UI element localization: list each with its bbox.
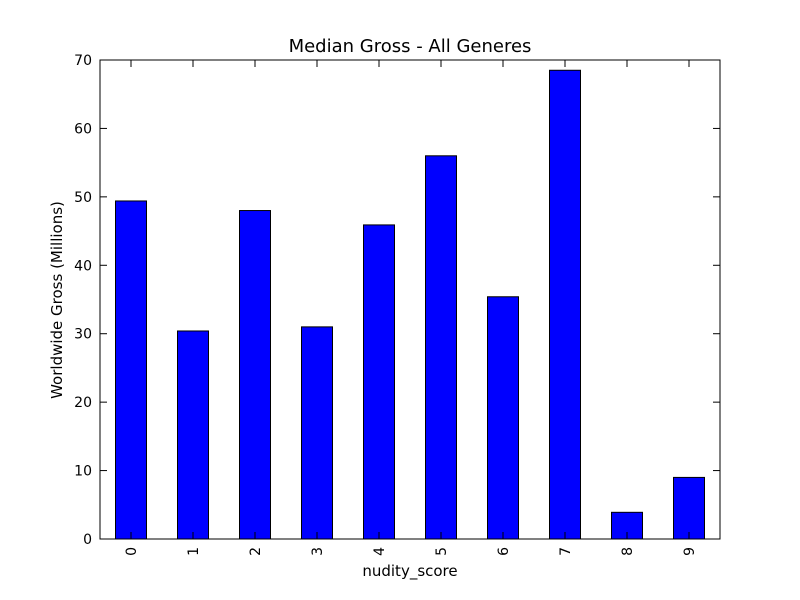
y-tick-label: 10 xyxy=(74,464,92,480)
plot-frame xyxy=(99,59,721,540)
y-tick-label: 30 xyxy=(74,327,92,343)
x-tick-label: 5 xyxy=(434,547,450,556)
x-axis-title: nudity_score xyxy=(362,562,457,581)
x-tick-label: 9 xyxy=(682,547,698,556)
y-tick-label: 60 xyxy=(74,121,92,137)
x-tick-label: 0 xyxy=(124,547,140,556)
bar-9 xyxy=(673,476,705,540)
y-tick-label: 50 xyxy=(74,190,92,206)
y-tick-label: 70 xyxy=(74,53,92,69)
y-axis-title: Worldwide Gross (Millions) xyxy=(48,201,66,399)
bar-4 xyxy=(363,224,395,540)
bar-7 xyxy=(549,69,581,540)
bar-6 xyxy=(487,296,519,540)
y-tick-label: 20 xyxy=(74,395,92,411)
x-tick-label: 2 xyxy=(248,547,264,556)
bar-2 xyxy=(239,210,271,540)
y-tick-label: 0 xyxy=(83,532,92,548)
x-tick-label: 4 xyxy=(372,547,388,556)
y-axis: 0 10 20 30 40 50 60 70 xyxy=(74,53,720,548)
x-tick-label: 3 xyxy=(310,547,326,556)
x-tick-label: 7 xyxy=(558,547,574,556)
bar-3 xyxy=(301,326,333,540)
bar-5 xyxy=(425,155,457,540)
x-tick-label: 8 xyxy=(620,547,636,556)
x-tick-label: 6 xyxy=(496,547,512,556)
x-axis: 0 1 2 3 4 5 6 7 8 9 xyxy=(124,60,698,556)
x-tick-label: 1 xyxy=(186,547,202,556)
bars-group xyxy=(115,69,705,540)
bar-1 xyxy=(177,330,209,540)
bar-0 xyxy=(115,200,147,540)
y-tick-label: 40 xyxy=(74,258,92,274)
chart-title: Median Gross - All Generes xyxy=(289,36,532,57)
